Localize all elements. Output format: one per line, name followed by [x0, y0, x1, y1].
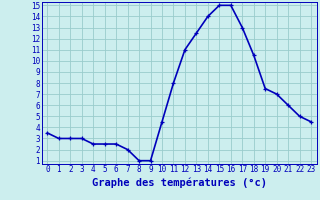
X-axis label: Graphe des températures (°c): Graphe des températures (°c) — [92, 177, 267, 188]
